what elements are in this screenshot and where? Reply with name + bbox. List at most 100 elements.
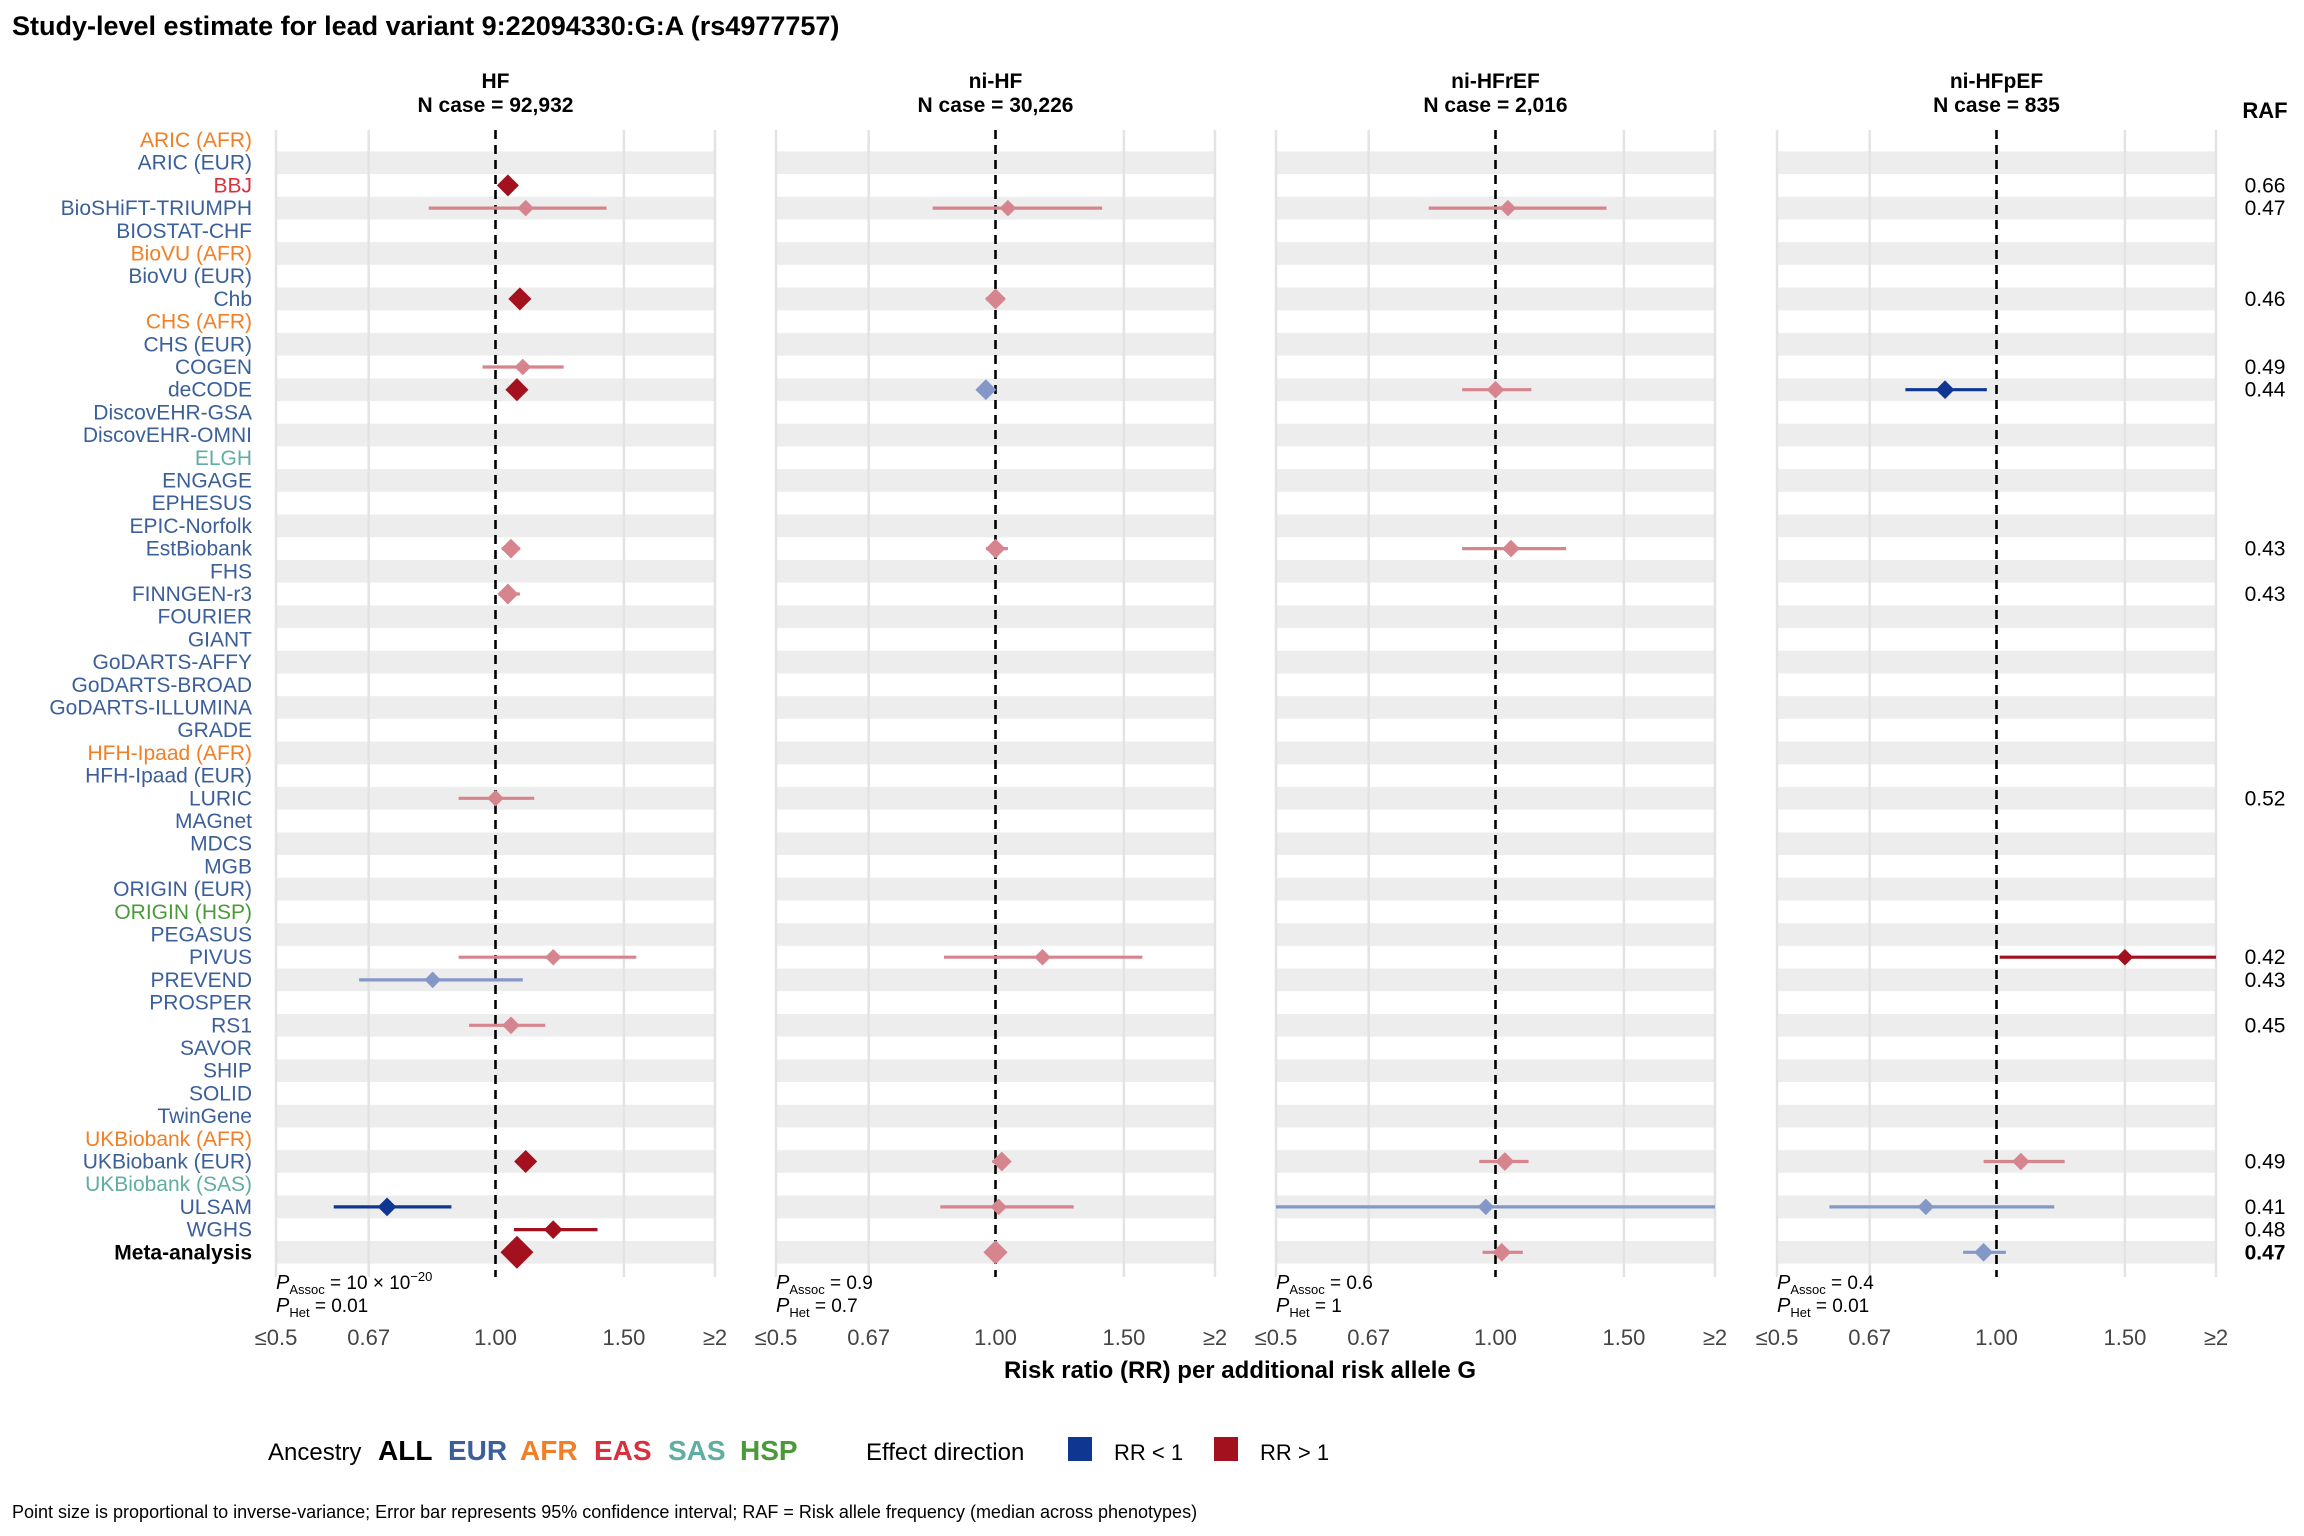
legend-ancestry-hsp: HSP [740,1435,798,1466]
row-stripe [776,1104,1215,1128]
raf-value: 0.47 [2245,197,2286,220]
chart-title: Study-level estimate for lead variant 9:… [12,11,839,41]
estimate-point [999,199,1017,217]
estimate-point [983,1240,1008,1265]
raf-value: 0.52 [2245,787,2286,810]
row-stripe [1777,923,2216,946]
study-label: PIVUS [189,946,252,969]
estimate-point [1502,539,1520,558]
raf-header: RAF [2242,98,2287,123]
row-stripe [276,923,715,946]
p-assoc-text: PAssoc = 0.4 [1777,1272,1874,1297]
x-tick-label: 1.00 [1474,1325,1517,1350]
raf-value: 0.43 [2245,583,2286,606]
row-stripe [776,1013,1215,1037]
study-labels: ARIC (AFR)ARIC (EUR)BBJBioSHiFT-TRIUMPHB… [49,129,252,1264]
study-label: GoDARTS-BROAD [72,674,252,697]
study-label: GIANT [188,628,252,651]
estimate-point [991,1151,1012,1172]
row-stripe [276,1104,715,1128]
study-label: CHS (AFR) [146,311,252,334]
study-label: COGEN [175,356,252,379]
estimate-point [505,378,529,402]
raf-value: 0.42 [2245,946,2286,969]
estimate-point [514,358,532,376]
legend-ancestry-eas: EAS [594,1435,652,1466]
x-tick-label: 1.50 [1102,1325,1145,1350]
estimate-point [501,538,521,559]
row-stripe [1777,1059,2216,1083]
row-stripe [1777,1013,2216,1037]
x-tick-label: 1.50 [1602,1325,1645,1350]
x-tick-label: ≥2 [1203,1325,1227,1350]
raf-value: 0.46 [2245,288,2286,311]
study-label: BioVU (AFR) [131,243,252,266]
legend-swatch [1214,1437,1238,1461]
p-het-text: PHet = 0.01 [276,1295,368,1320]
estimate-point [1495,1152,1515,1171]
study-label: MDCS [190,833,252,856]
x-tick-label: ≤0.5 [755,1325,798,1350]
estimate-point [1499,199,1517,217]
raf-column: RAF 0.660.470.460.490.440.430.430.520.42… [2242,98,2287,1264]
panels: ≤0.5 0.67 1.00 1.50 ≥2 HFN case = 92,932 PAsso… [255,70,2228,1350]
panel-subtitle: N case = 30,226 [918,94,1074,117]
p-het-text: PHet = 0.7 [776,1295,858,1320]
estimate-point [514,1149,538,1174]
estimate-point [975,379,997,401]
legend-swatch [1068,1437,1092,1461]
study-label: CHS (EUR) [144,333,253,356]
row-stripe [1276,1059,1715,1083]
study-label: FOURIER [158,606,253,629]
panel-subtitle: N case = 92,932 [418,94,574,117]
x-axis-label: Risk ratio (RR) per additional risk alle… [1004,1357,1476,1384]
panel-ni-hf: ≤0.5 0.67 1.00 1.50 ≥2 ni-HFN case = 30,226 PA… [755,70,1227,1350]
raf-value: 0.47 [2245,1241,2286,1264]
footnote: Point size is proportional to inverse-va… [12,1502,1197,1522]
x-tick-label: 1.00 [974,1325,1017,1350]
study-label: Meta-analysis [114,1241,252,1264]
estimate-point [1486,380,1505,399]
x-tick-label: 0.67 [1848,1325,1891,1350]
study-label: SAVOR [180,1037,252,1060]
panel-title: HF [482,70,510,93]
x-tick-label: 1.00 [474,1325,517,1350]
estimate-point [1034,948,1051,966]
study-label: ARIC (EUR) [138,152,252,175]
estimate-point [1477,1198,1495,1216]
p-het-text: PHet = 0.01 [1777,1295,1869,1320]
panel-subtitle: N case = 835 [1933,94,2060,117]
estimate-point [424,971,441,989]
study-label: EPHESUS [152,492,252,515]
estimate-point [1492,1242,1512,1262]
raf-value: 0.45 [2245,1014,2286,1037]
legend-ancestry-afr: AFR [520,1435,578,1466]
x-tick-label: ≤0.5 [255,1325,298,1350]
study-label: UKBiobank (EUR) [83,1151,252,1174]
study-label: UKBiobank (AFR) [85,1128,252,1151]
legend-ancestry-title: Ancestry [268,1439,361,1466]
estimate-point [990,1198,1007,1216]
x-tick-label: 0.67 [1347,1325,1390,1350]
estimate-point [544,948,562,966]
row-stripe [276,877,715,901]
study-label: MGB [204,855,252,878]
panel-subtitle: N case = 2,016 [1423,94,1567,117]
study-label: LURIC [189,787,252,810]
legend-effect-title: Effect direction [866,1439,1024,1466]
study-label: FHS [210,560,252,583]
p-assoc-text: PAssoc = 10 × 10−20 [276,1269,432,1297]
row-stripe [1276,1013,1715,1037]
estimate-point [2116,948,2134,966]
row-stripe [776,1059,1215,1083]
study-label: PREVEND [150,969,252,992]
study-label: EPIC-Norfolk [129,515,252,538]
row-stripe [1276,968,1715,992]
x-tick-label: 0.67 [847,1325,890,1350]
study-label: HFH-Ipaad (AFR) [87,742,252,765]
study-label: EstBiobank [146,538,253,561]
estimate-point [543,1220,563,1239]
study-label: SOLID [189,1082,252,1105]
study-label: PROSPER [149,992,252,1015]
